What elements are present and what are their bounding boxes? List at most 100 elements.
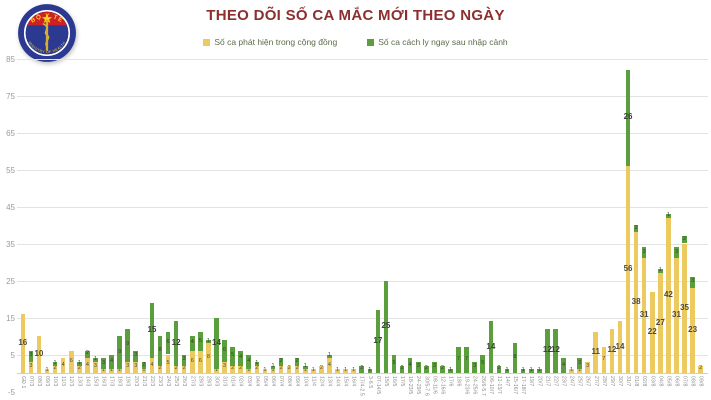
x-tick-label: 02/4 — [237, 375, 244, 387]
x-tick-label: GĐ 1 — [19, 375, 26, 388]
bar-segment-community — [682, 243, 687, 373]
bar-label-imported: 7 — [457, 356, 461, 363]
logo-snake-icon — [42, 23, 50, 47]
x-tick-label: 09/8 — [697, 375, 704, 387]
bar-segment-imported — [101, 358, 106, 370]
x-tick-label: 11-13/7 — [495, 375, 502, 394]
bar-segment-imported — [536, 369, 542, 373]
x-tick-label: 03/4 — [245, 375, 252, 387]
bar-segment-community — [343, 369, 348, 373]
x-tick-label: 09/4 — [294, 375, 301, 387]
x-tick-label: 16/3 — [100, 375, 107, 387]
bar-segment-community — [206, 343, 211, 373]
x-tick-label: 13/3 — [76, 375, 83, 387]
bar-label-community: 2 — [319, 365, 323, 372]
bar-label-imported: 2 — [85, 350, 89, 357]
bar-label-imported: 2 — [295, 357, 299, 364]
bar-segment-imported — [625, 69, 631, 166]
bar-label-community: 2 — [53, 365, 57, 372]
bar-segment-imported — [367, 369, 373, 373]
gridline — [17, 280, 708, 282]
x-tick-label: 15/3 — [92, 375, 99, 387]
bar-label-imported: 1 — [505, 367, 509, 374]
x-tick-label: 06/8 — [673, 375, 680, 387]
bar-label-community: 2 — [174, 365, 178, 372]
bar-segment-imported — [189, 336, 195, 351]
bar-segment-community — [165, 354, 171, 373]
bar-label-community: 1 — [271, 367, 275, 374]
x-tick-label: 08/8 — [689, 375, 696, 387]
bar-label-imported: 1 — [521, 367, 525, 374]
x-tick-label: 20/7 — [536, 375, 543, 387]
bar-segment-imported — [109, 354, 114, 370]
bar-label-imported: 1 — [666, 211, 670, 218]
bar-label-imported: 3 — [432, 363, 436, 370]
gridline — [17, 317, 708, 319]
bar-segment-imported — [278, 358, 284, 366]
bar-segment-community — [649, 291, 655, 373]
bar-segment-imported — [375, 310, 381, 373]
gridline — [17, 169, 708, 171]
bar-label-community: 6 — [190, 357, 194, 364]
x-tick-label: 09/3 — [44, 375, 50, 387]
bar-label-community: 1 — [311, 367, 315, 374]
x-tick-label: 10/4 — [302, 375, 309, 387]
x-tick-label: 24-25/6 — [471, 375, 478, 394]
x-tick-label: 18/3 — [116, 375, 123, 387]
bar-label-imported: 6 — [166, 339, 170, 346]
bar-segment-community — [335, 369, 340, 373]
x-tick-label: 24-29/5 — [415, 375, 422, 394]
bar-segment-community — [133, 361, 139, 373]
bar-segment-community — [125, 361, 130, 373]
bar-segment-community — [44, 369, 50, 373]
bar-segment-community — [101, 369, 106, 373]
bar-segment-community — [593, 332, 599, 373]
bar-segment-imported — [157, 336, 163, 366]
bar-label-imported: 3 — [101, 359, 106, 366]
bar-segment-community — [93, 361, 98, 373]
x-tick-label: 04/8 — [657, 375, 664, 387]
bar-segment-community — [609, 328, 615, 373]
bar-segment-community — [85, 358, 90, 373]
x-tick-label: 02/8 — [641, 375, 648, 387]
bar-label-imported: 4 — [239, 354, 243, 361]
bar-segment-community — [625, 165, 631, 373]
bar-segment-imported — [93, 358, 98, 362]
bar-label-community: 11 — [591, 347, 600, 357]
bar-label-imported: 7 — [465, 356, 469, 363]
bar-label-community: 3 — [126, 363, 130, 370]
bar-label-imported: 12 — [550, 345, 560, 355]
bar-label-community: 4 — [327, 361, 331, 368]
bar-segment-imported — [577, 358, 582, 370]
bar-segment-imported — [690, 276, 695, 288]
bar-segment-community — [198, 350, 203, 373]
x-tick-label: 3-6.5 — [366, 375, 373, 388]
bar-segment-imported — [254, 361, 260, 366]
bar-label-imported: 9 — [118, 348, 122, 355]
ministry-of-health-logo: BỘ Y TẾ MINISTRY OF HEALTH — [18, 4, 76, 62]
bar-label-imported: 3 — [182, 356, 186, 363]
bar-label-imported: 1 — [206, 337, 210, 344]
bar-label-community: 3 — [134, 363, 138, 370]
y-tick-label: -5 — [7, 387, 15, 397]
x-tick-label: 17/6 — [447, 375, 454, 387]
y-tick-label: 75 — [6, 91, 15, 101]
bar-segment-community — [68, 350, 74, 373]
bar-label-community: 2 — [279, 365, 283, 372]
bar-segment-community — [109, 369, 114, 373]
x-tick-label: 16/4 — [350, 375, 357, 387]
bar-label-community: 1 — [118, 367, 122, 374]
gridline — [17, 58, 708, 60]
x-tick-label: 17/5 — [399, 375, 406, 387]
bar-label-community: 2 — [182, 365, 186, 372]
gridline — [17, 95, 708, 97]
bar-label-imported: 14 — [212, 338, 221, 347]
bar-label-imported: 2 — [279, 357, 283, 364]
x-tick-label: 21/7 — [544, 375, 551, 387]
bar-segment-imported — [399, 365, 405, 373]
x-tick-label: 20/3 — [132, 375, 139, 387]
gridline — [17, 132, 708, 134]
x-tick-label: 07/4 — [278, 375, 285, 387]
bar-label-imported: 12 — [171, 338, 181, 347]
bar-label-community: 2 — [231, 365, 235, 372]
